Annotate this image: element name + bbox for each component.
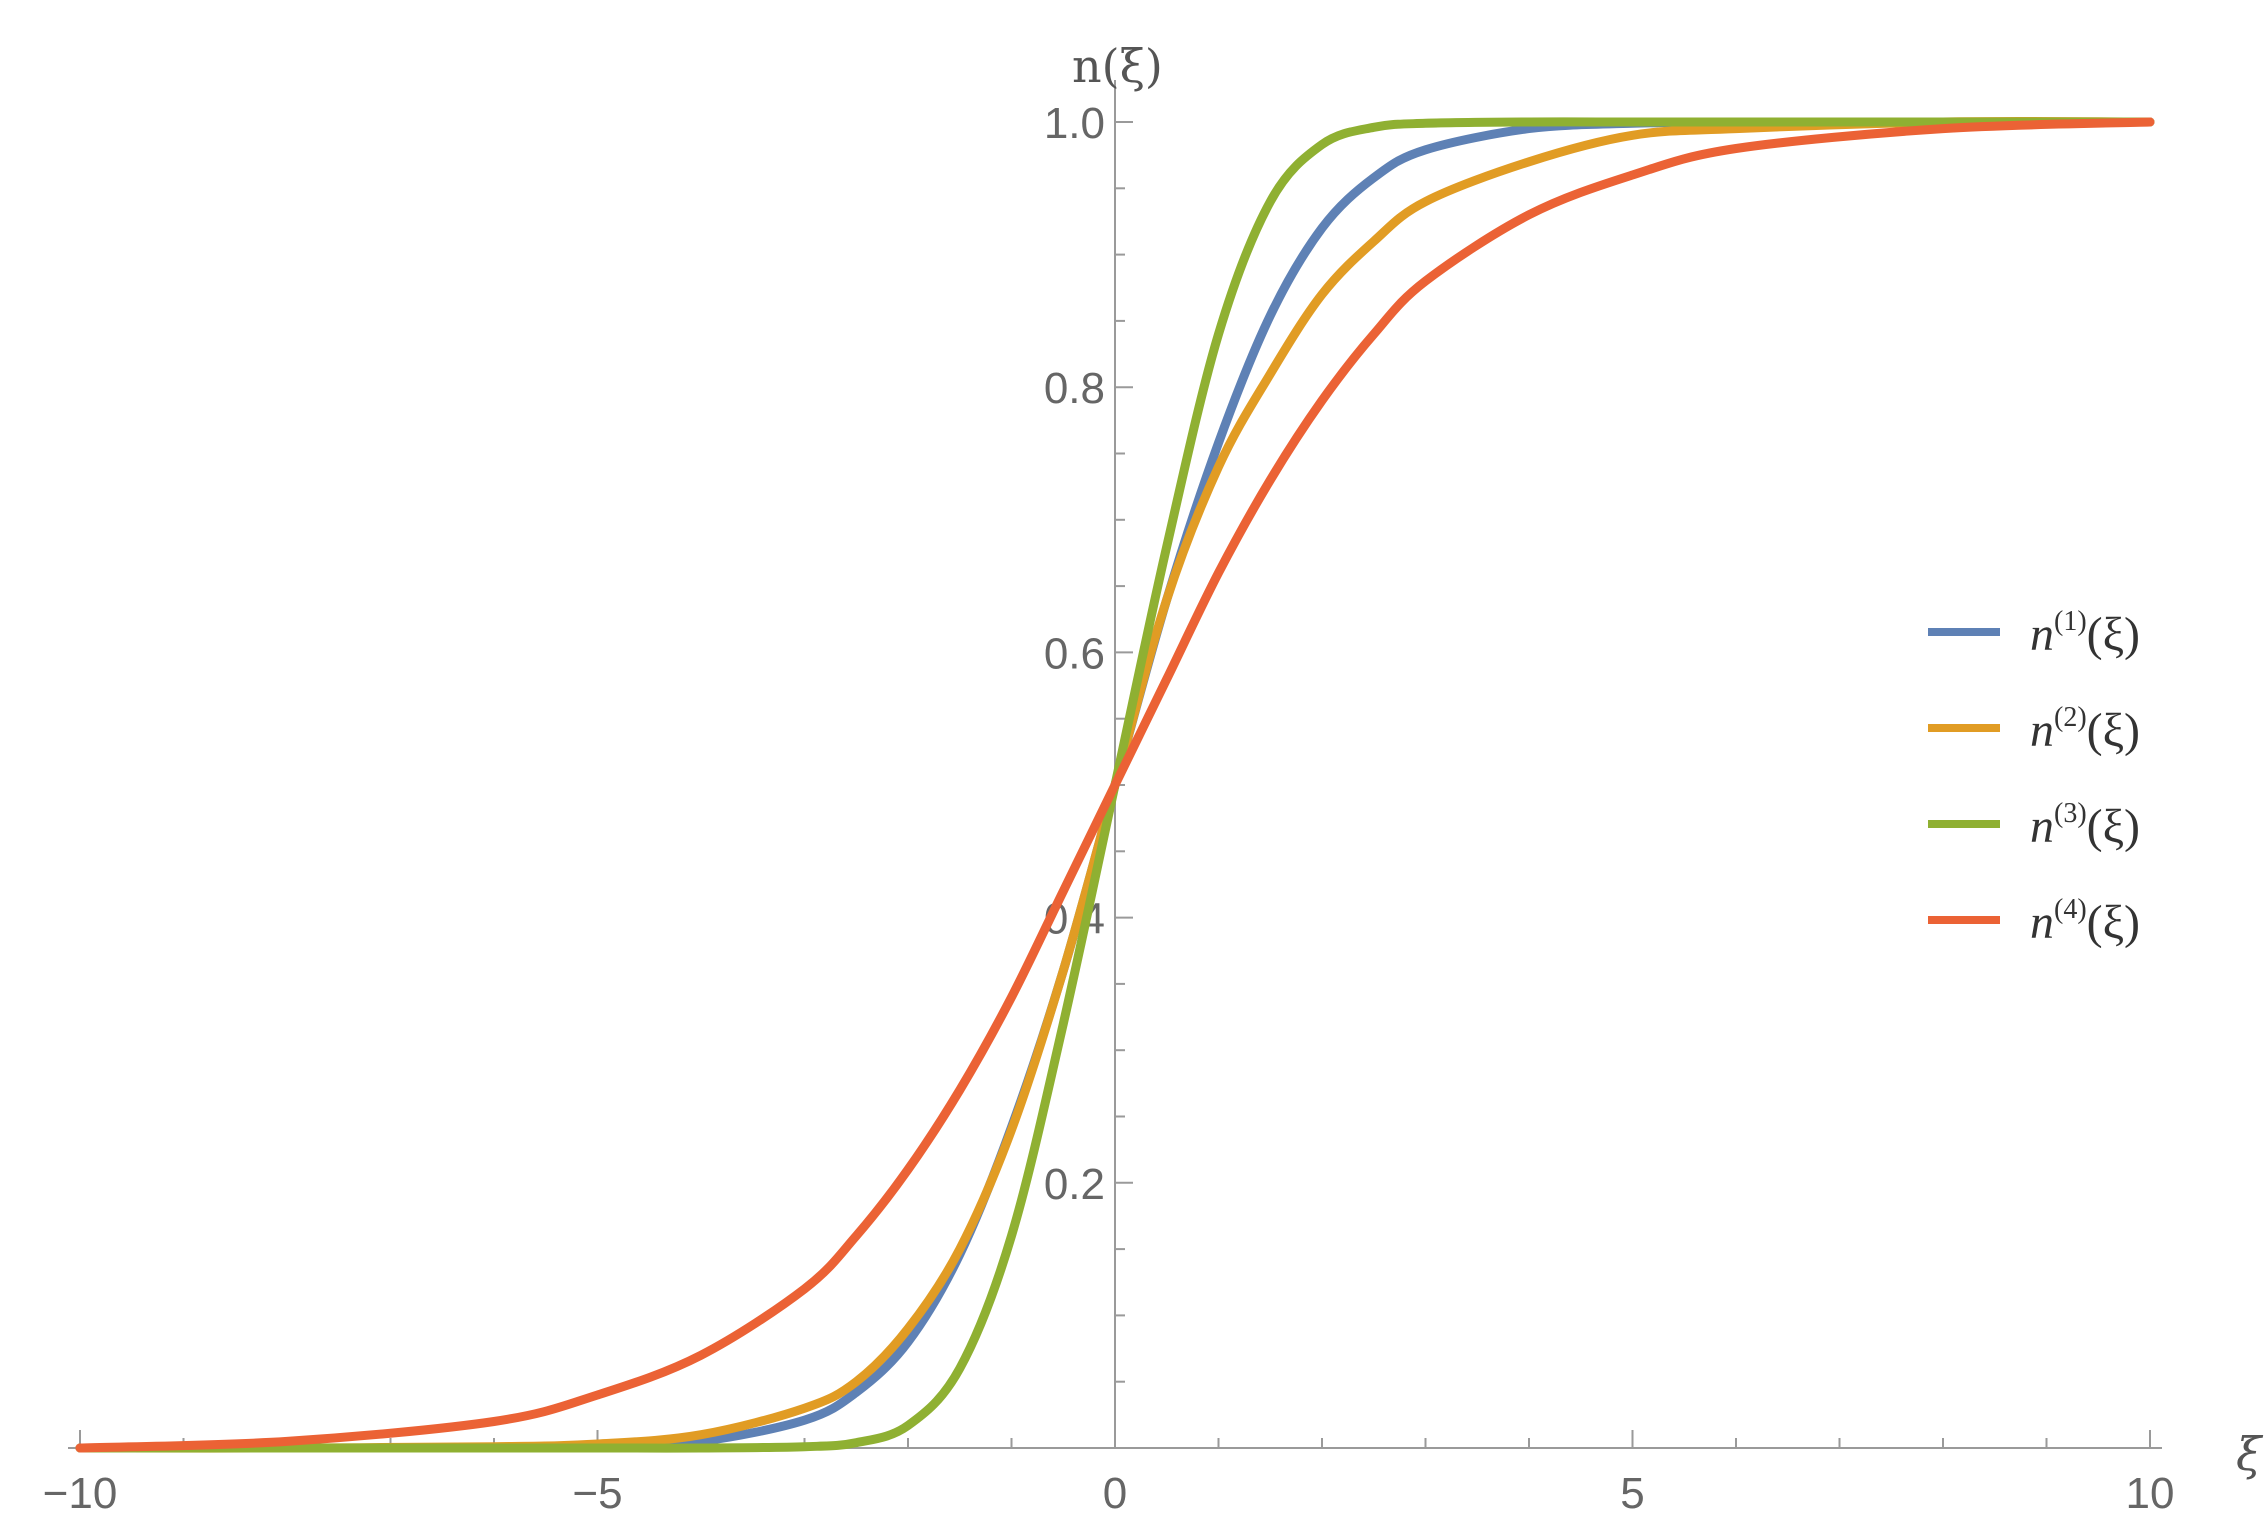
legend: n(1)(ξ) n(2)(ξ) n(3)(ξ) n(4)(ξ) (1928, 606, 2140, 949)
series-line-4 (75, 117, 2155, 1453)
x-tick-label: −10 (43, 1469, 118, 1518)
x-axis-title: ξ (2236, 1427, 2264, 1481)
legend-label-4: n(4)(ξ) (2030, 894, 2140, 949)
axes: −10 −5 0 5 100.20.40.60.81.0 (43, 80, 2175, 1518)
legend-label-1: n(1)(ξ) (2030, 606, 2140, 661)
legend-label-2: n(2)(ξ) (2030, 702, 2140, 757)
legend-label-3: n(3)(ξ) (2030, 798, 2140, 853)
y-tick-label: 1.0 (1044, 99, 1105, 148)
x-tick-label: 10 (2126, 1469, 2175, 1518)
x-tick-label: −5 (572, 1469, 622, 1518)
y-tick-label: 0.6 (1044, 629, 1105, 678)
y-axis-title: n(ξ) (1072, 39, 1163, 93)
x-tick-label: 5 (1620, 1469, 1644, 1518)
y-tick-label: 0.2 (1044, 1160, 1105, 1209)
y-tick-label: 0.8 (1044, 364, 1105, 413)
x-tick-label: 0 (1103, 1469, 1127, 1518)
series-layer (75, 117, 2155, 1453)
